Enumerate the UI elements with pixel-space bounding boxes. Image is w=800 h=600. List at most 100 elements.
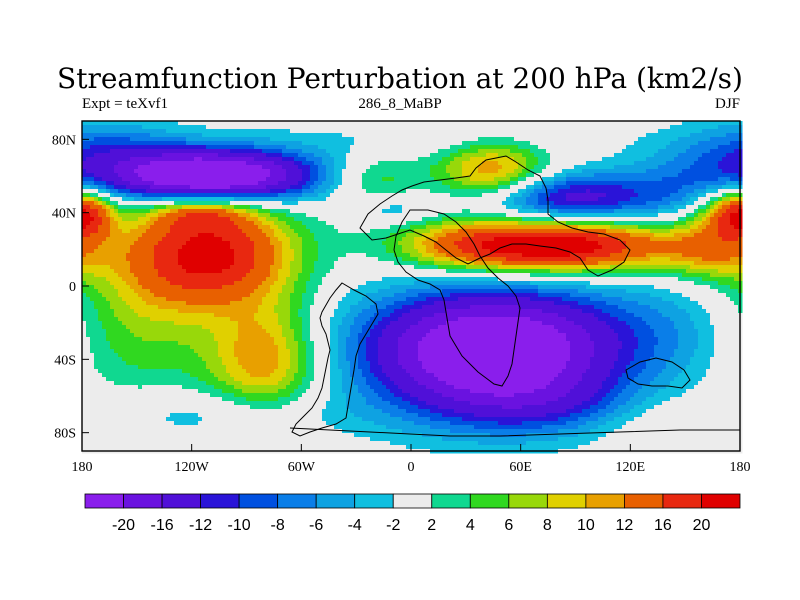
field-cell [114,401,119,406]
field-cell [306,361,311,366]
field-cell [238,361,243,366]
field-cell [270,281,275,286]
field-cell [174,385,179,390]
field-cell [250,417,255,422]
field-cell [142,273,147,278]
field-cell [102,297,107,302]
field-cell [214,193,219,198]
field-cell [230,273,235,278]
field-cell [290,433,295,438]
field-cell [302,313,307,318]
field-cell [110,433,115,438]
field-cell [182,129,187,134]
field-cell [258,257,263,262]
field-cell [114,289,119,294]
field-cell [298,421,303,426]
field-cell [294,241,299,246]
field-cell [286,185,291,190]
field-cell [310,201,315,206]
field-cell [106,437,111,442]
field-cell [258,249,263,254]
field-cell [210,261,215,266]
field-cell [174,361,179,366]
field-cell [114,177,119,182]
field-cell [198,409,203,414]
field-cell [282,153,287,158]
field-cell [246,437,251,442]
field-cell [218,357,223,362]
field-cell [150,145,155,150]
field-cell [282,317,287,322]
field-cell [142,377,147,382]
field-cell [198,213,203,218]
field-cell [178,221,183,226]
field-cell [298,217,303,222]
field-cell [166,441,171,446]
field-cell [134,121,139,126]
field-cell [114,201,119,206]
field-cell [234,201,239,206]
field-cell [86,185,91,190]
field-cell [106,193,111,198]
field-cell [226,305,231,310]
field-cell [162,365,167,370]
field-cell [194,409,199,414]
field-cell [230,409,235,414]
field-cell [242,365,247,370]
field-cell [118,237,123,242]
field-cell [130,417,135,422]
field-cell [166,401,171,406]
field-cell [218,321,223,326]
field-cell [266,389,271,394]
field-cell [222,129,227,134]
field-cell [246,141,251,146]
field-cell [286,301,291,306]
field-cell [154,385,159,390]
field-cell [178,169,183,174]
field-cell [286,385,291,390]
field-cell [190,173,195,178]
field-cell [242,445,247,450]
field-cell [302,145,307,150]
field-cell [218,393,223,398]
field-cell [222,241,227,246]
field-cell [138,389,143,394]
field-cell [198,401,203,406]
field-cell [86,385,91,390]
field-cell [126,121,131,126]
field-cell [230,257,235,262]
field-cell [310,385,315,390]
field-cell [186,317,191,322]
field-cell [174,345,179,350]
field-cell [130,353,135,358]
field-cell [258,417,263,422]
field-cell [238,337,243,342]
field-cell [194,213,199,218]
field-cell [134,169,139,174]
field-cell [86,301,91,306]
field-cell [202,361,207,366]
field-cell [154,289,159,294]
field-cell [302,233,307,238]
field-cell [242,333,247,338]
field-cell [142,433,147,438]
field-cell [118,317,123,322]
field-cell [106,389,111,394]
field-cell [286,225,291,230]
field-cell [182,281,187,286]
field-cell [194,165,199,170]
field-cell [126,193,131,198]
field-cell [294,329,299,334]
field-cell [278,285,283,290]
field-cell [314,121,319,126]
field-cell [102,261,107,266]
field-cell [122,357,127,362]
field-cell [298,441,303,446]
field-cell [290,385,295,390]
field-cell [122,173,127,178]
field-cell [238,265,243,270]
field-cell [322,129,327,134]
field-cell [314,369,319,374]
field-cell [222,289,227,294]
field-cell [274,225,279,230]
